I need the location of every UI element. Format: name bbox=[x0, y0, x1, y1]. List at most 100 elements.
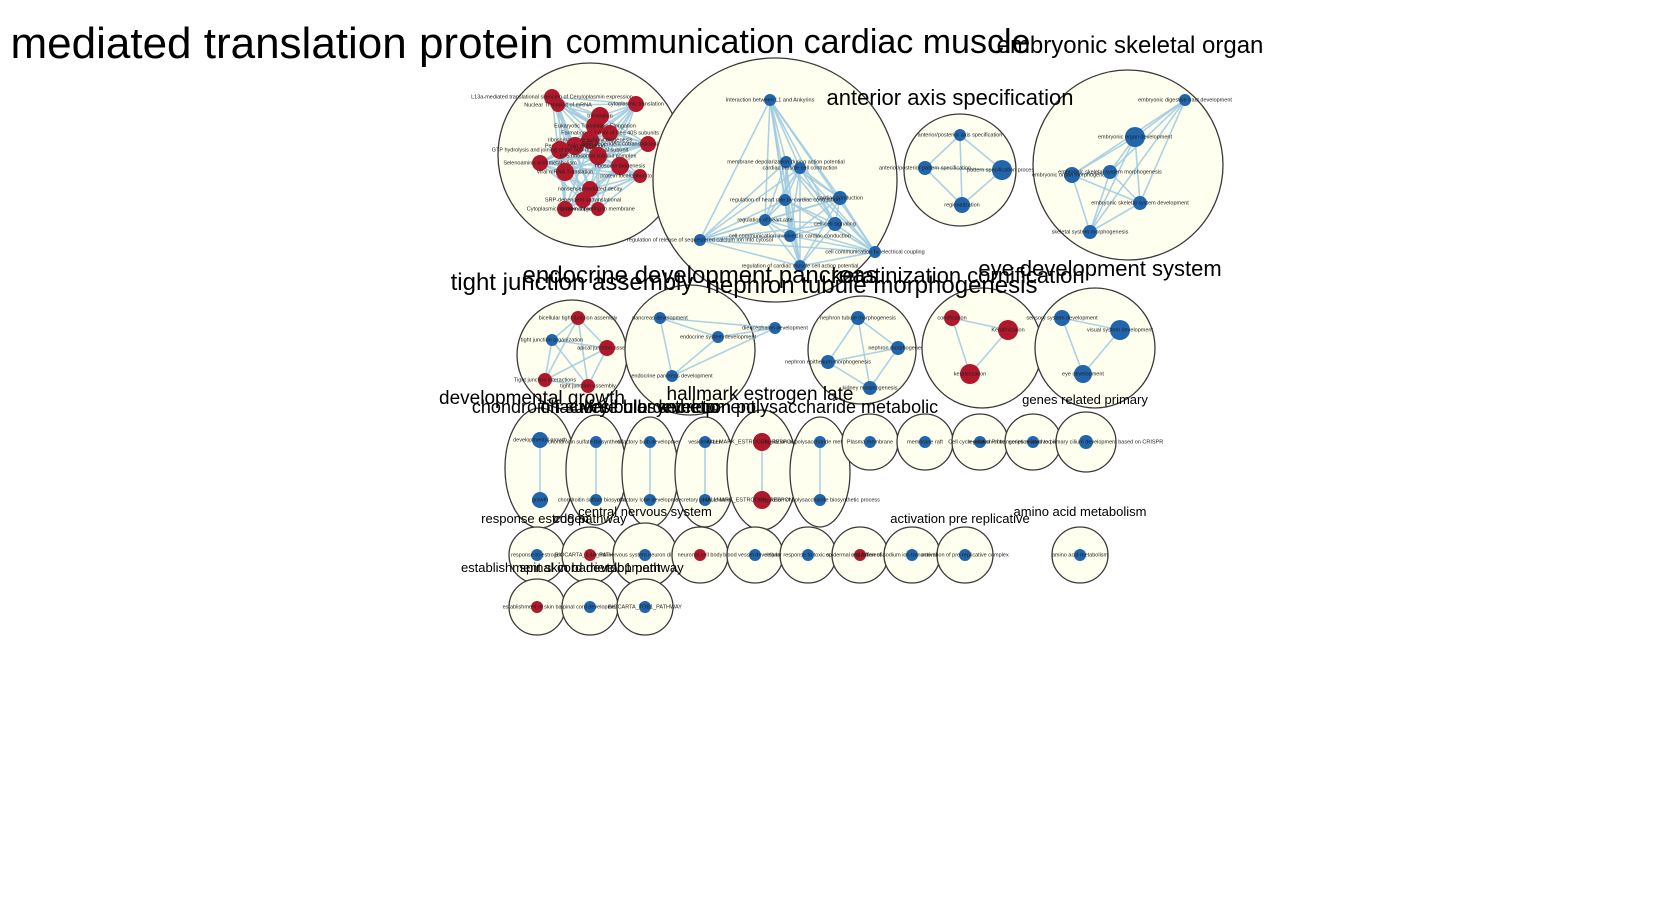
node[interactable]: regulation of sodium ion transmembrane t… bbox=[851, 549, 973, 561]
node[interactable]: epidermal cell differentiation bbox=[826, 549, 894, 561]
node[interactable]: ribosomal large subunit biogenesis bbox=[548, 131, 633, 149]
node[interactable]: diencephalon development bbox=[742, 322, 808, 334]
node-dot[interactable] bbox=[584, 549, 596, 561]
node-dot[interactable] bbox=[654, 312, 666, 324]
node[interactable]: nephron morphogenesis bbox=[868, 341, 928, 355]
node[interactable]: tight junction organization bbox=[521, 334, 583, 346]
node[interactable]: regulation of polysaccharide metabolic p… bbox=[763, 436, 878, 448]
node-dot[interactable] bbox=[556, 163, 574, 181]
node[interactable]: ribosome biogenesis bbox=[595, 157, 646, 175]
node-dot[interactable] bbox=[954, 129, 966, 141]
node[interactable]: chondroitin sulfate biosynthesis bbox=[558, 494, 635, 506]
node-dot[interactable] bbox=[764, 94, 776, 106]
node[interactable]: chondroitin sulfate biosynthetic process bbox=[548, 436, 644, 448]
node[interactable]: Plasma membrane bbox=[847, 436, 893, 448]
node[interactable]: developmental growth bbox=[513, 432, 567, 448]
node[interactable]: HALLMARK_ESTROGEN_RESPONSE_EARLY bbox=[703, 491, 821, 509]
node-dot[interactable] bbox=[581, 379, 595, 393]
node[interactable]: skeletal system morphogenesis bbox=[1052, 225, 1129, 239]
node-dot[interactable] bbox=[1110, 320, 1130, 340]
node-dot[interactable] bbox=[644, 494, 656, 506]
node[interactable]: Selenoamino acid metabolism bbox=[503, 155, 577, 171]
node[interactable]: SRP-dependent cotranslational protein ta… bbox=[582, 136, 715, 152]
node-dot[interactable] bbox=[974, 436, 986, 448]
cluster-c7[interactable]: nephron tubule morphogenesis nephron morp… bbox=[785, 295, 928, 405]
node[interactable]: cardiac conduction bbox=[817, 191, 863, 205]
node[interactable]: Interaction between L1 and Ankyrins bbox=[726, 94, 815, 106]
cluster-c3[interactable]: anterior/posterior axis specification ant… bbox=[879, 113, 1037, 227]
node[interactable]: protein targeting to membrane bbox=[561, 202, 635, 216]
node-dot[interactable] bbox=[1179, 94, 1191, 106]
node-dot[interactable] bbox=[1083, 225, 1097, 239]
node-dot[interactable] bbox=[992, 160, 1012, 180]
node[interactable]: Keratinization bbox=[991, 320, 1025, 340]
node-dot[interactable] bbox=[960, 364, 980, 384]
cluster-c29[interactable]: activation of pre-replicative complex bbox=[921, 526, 1009, 584]
node-dot[interactable] bbox=[575, 192, 591, 208]
cluster-c4[interactable]: embryonic digestive tract development emb… bbox=[1032, 69, 1232, 261]
node-dot[interactable] bbox=[998, 320, 1018, 340]
node[interactable]: membrane raft bbox=[907, 436, 943, 448]
node-dot[interactable] bbox=[566, 137, 584, 155]
cluster-c25[interactable]: blood vessel development bbox=[723, 526, 787, 584]
node[interactable]: bicellular tight junction assembly bbox=[539, 311, 618, 325]
node-dot[interactable] bbox=[551, 141, 569, 159]
node[interactable]: regulation of release of sequestered cal… bbox=[627, 234, 773, 246]
node[interactable]: BIOCARTA_TOB1_PATHWAY bbox=[608, 601, 682, 613]
node[interactable]: 60S ribosomal subunit complex bbox=[560, 147, 637, 165]
node-dot[interactable] bbox=[1074, 549, 1086, 561]
node[interactable]: Cytoplasmic ribosomal proteins bbox=[527, 201, 604, 217]
node[interactable]: sensory system development bbox=[1026, 310, 1098, 326]
node[interactable]: regionalization bbox=[944, 197, 980, 213]
node[interactable]: cell communication by electrical couplin… bbox=[825, 246, 925, 258]
node[interactable]: membrane depolarization during action po… bbox=[727, 156, 845, 168]
node-dot[interactable] bbox=[794, 162, 806, 174]
cluster-c20[interactable]: genes related to primary cilium developm… bbox=[1009, 411, 1163, 473]
node-dot[interactable] bbox=[1027, 436, 1039, 448]
node-dot[interactable] bbox=[589, 147, 607, 165]
node-dot[interactable] bbox=[954, 197, 970, 213]
cluster-c5[interactable]: bicellular tight junction assembly tight … bbox=[514, 299, 637, 411]
node-dot[interactable] bbox=[590, 494, 602, 506]
cluster-c15[interactable]: regulation of polysaccharide metabolic p… bbox=[760, 416, 880, 528]
node-dot[interactable] bbox=[828, 217, 842, 231]
node-dot[interactable] bbox=[1079, 435, 1093, 449]
node-dot[interactable] bbox=[794, 260, 806, 272]
node-dot[interactable] bbox=[769, 322, 781, 334]
node[interactable]: apical junction assembly bbox=[577, 340, 637, 356]
node-dot[interactable] bbox=[864, 436, 876, 448]
node-dot[interactable] bbox=[779, 194, 791, 206]
node-dot[interactable] bbox=[538, 373, 552, 387]
node[interactable]: olfactory bulb development bbox=[617, 436, 683, 448]
node[interactable]: Peptide chain elongation bbox=[545, 137, 605, 155]
node[interactable]: cell-cell signaling bbox=[814, 217, 856, 231]
node[interactable]: kidney morphogenesis bbox=[842, 381, 898, 395]
node[interactable]: embryonic skeletal system development bbox=[1091, 196, 1189, 210]
node[interactable]: cellular response to toxic substance bbox=[764, 549, 852, 561]
node-dot[interactable] bbox=[918, 161, 932, 175]
node-dot[interactable] bbox=[591, 202, 605, 216]
node[interactable]: Cell cycle related Proteins bbox=[948, 436, 1012, 448]
node-dot[interactable] bbox=[639, 549, 651, 561]
node-dot[interactable] bbox=[863, 381, 877, 395]
node-dot[interactable] bbox=[784, 230, 796, 242]
node-dot[interactable] bbox=[532, 155, 548, 171]
node[interactable]: nephron epithelium morphogenesis bbox=[785, 355, 871, 369]
node[interactable]: cell communication involved in cardiac c… bbox=[729, 230, 851, 242]
cluster-c8[interactable]: cornification Keratinization keratinizatio… bbox=[921, 287, 1043, 409]
node[interactable]: eye development bbox=[1062, 365, 1104, 383]
cluster-c10[interactable]: developmental growth growth bbox=[504, 407, 576, 529]
node[interactable]: anterior/posterior pattern specification bbox=[879, 161, 971, 175]
node[interactable]: genes related to primary cilium developm… bbox=[1009, 435, 1163, 449]
node[interactable]: regulation of heart rate by cardiac cond… bbox=[730, 194, 840, 206]
node-dot[interactable] bbox=[546, 334, 558, 346]
node-dot[interactable] bbox=[919, 436, 931, 448]
cluster-c13[interactable]: vesicle lumen secretory granule lumen bbox=[674, 416, 736, 528]
node[interactable]: Formation of a pool of free 40S subunits bbox=[561, 125, 659, 141]
cluster-c2[interactable]: Interaction between L1 and Ankyrins membr… bbox=[627, 57, 925, 303]
node[interactable]: spinal cord development bbox=[560, 601, 620, 613]
node-dot[interactable] bbox=[1103, 165, 1117, 179]
node[interactable]: cornification bbox=[937, 310, 967, 326]
node-dot[interactable] bbox=[531, 601, 543, 613]
node[interactable]: keratinization bbox=[954, 364, 986, 384]
